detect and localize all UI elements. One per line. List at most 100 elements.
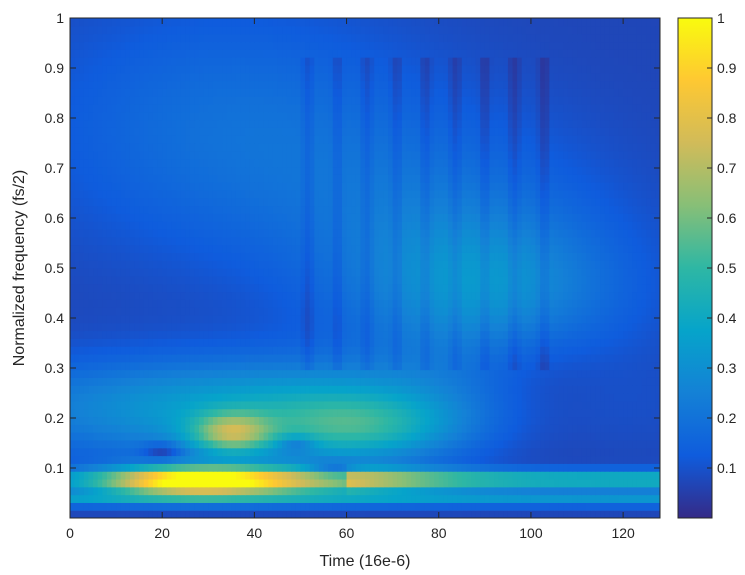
heatmap-cell: [272, 291, 279, 300]
heatmap-cell: [365, 471, 371, 480]
heatmap-cell: [217, 463, 223, 472]
heatmap-cell: [171, 478, 177, 488]
heatmap-cell: [655, 283, 660, 293]
heatmap-cell: [70, 283, 76, 293]
heatmap-cell: [586, 447, 592, 457]
heatmap-cell: [604, 252, 610, 261]
heatmap-cell: [277, 385, 283, 394]
heatmap-cell: [337, 393, 343, 402]
heatmap-cell: [203, 400, 209, 410]
heatmap-cell: [152, 385, 159, 394]
heatmap-cell: [447, 268, 454, 277]
heatmap-cell: [618, 502, 624, 511]
heatmap-cell: [268, 478, 274, 488]
heatmap-cell: [567, 330, 574, 339]
heatmap-cell: [636, 260, 643, 269]
heatmap-cell: [162, 463, 168, 472]
heatmap-cell: [406, 471, 412, 480]
heatmap-cell: [180, 455, 186, 464]
heatmap-cell: [595, 314, 601, 324]
heatmap-cell: [457, 221, 463, 230]
heatmap-cell: [636, 502, 643, 511]
heatmap-cell: [530, 486, 537, 496]
heatmap-cell: [549, 510, 555, 518]
heatmap-cell: [535, 283, 541, 293]
heatmap-cell: [125, 369, 131, 378]
heatmap-cell: [503, 221, 509, 230]
heatmap-cell: [102, 244, 108, 253]
heatmap-cell: [314, 353, 320, 363]
heatmap-cell: [489, 353, 495, 363]
heatmap-cell: [553, 408, 560, 418]
heatmap-cell: [318, 369, 325, 378]
heatmap-cell: [553, 213, 560, 222]
heatmap-cell: [424, 346, 431, 355]
heatmap-cell: [411, 244, 417, 253]
heatmap-cell: [166, 408, 173, 418]
heatmap-cell: [526, 393, 532, 402]
heatmap-cell: [208, 338, 214, 347]
heatmap-cell: [125, 244, 131, 253]
heatmap-cell: [337, 361, 343, 371]
heatmap-cell: [447, 291, 454, 300]
heatmap-cell: [268, 228, 274, 238]
heatmap-cell: [314, 385, 320, 394]
heatmap-cell: [189, 408, 196, 418]
heatmap-cell: [166, 338, 173, 347]
heatmap-cell: [471, 213, 477, 222]
heatmap-cell: [452, 314, 458, 324]
heatmap-cell: [258, 385, 265, 394]
heatmap-cell: [143, 346, 149, 355]
heatmap-cell: [466, 252, 472, 261]
heatmap-cell: [461, 369, 468, 378]
heatmap-cell: [341, 400, 348, 410]
heatmap-cell: [166, 228, 173, 238]
heatmap-cell: [369, 455, 375, 464]
heatmap-cell: [471, 400, 477, 410]
heatmap-cell: [406, 221, 412, 230]
heatmap-cell: [572, 455, 578, 464]
heatmap-cell: [521, 353, 527, 363]
heatmap-cell: [374, 307, 380, 316]
heatmap-cell: [351, 369, 357, 378]
heatmap-cell: [341, 478, 348, 488]
heatmap-cell: [507, 408, 514, 418]
heatmap-cell: [162, 494, 168, 503]
heatmap-cell: [341, 353, 348, 363]
heatmap-cell: [512, 353, 518, 363]
heatmap-cell: [406, 260, 412, 269]
heatmap-cell: [572, 221, 578, 230]
heatmap-cell: [245, 432, 251, 441]
heatmap-cell: [212, 307, 219, 316]
heatmap-cell: [480, 268, 486, 277]
heatmap-cell: [245, 346, 251, 355]
heatmap-cell: [328, 330, 334, 339]
heatmap-cell: [245, 275, 251, 285]
heatmap-cell: [295, 307, 302, 316]
heatmap-cell: [231, 377, 237, 386]
heatmap-cell: [332, 299, 338, 308]
heatmap-cell: [590, 471, 597, 480]
heatmap-cell: [489, 268, 495, 277]
heatmap-cell: [300, 455, 306, 464]
heatmap-cell: [143, 260, 149, 269]
heatmap-cell: [282, 377, 288, 386]
heatmap-cell: [461, 299, 468, 308]
heatmap-cell: [406, 353, 412, 363]
heatmap-cell: [618, 307, 624, 316]
heatmap-cell: [544, 330, 550, 339]
heatmap-cell: [166, 463, 173, 472]
heatmap-cell: [401, 213, 408, 222]
heatmap-cell: [254, 252, 260, 261]
heatmap-cell: [388, 439, 394, 449]
heatmap-cell: [443, 377, 449, 386]
heatmap-cell: [567, 494, 574, 503]
heatmap-cell: [88, 244, 94, 253]
heatmap-cell: [567, 447, 574, 457]
heatmap-cell: [222, 408, 228, 418]
heatmap-cell: [355, 221, 361, 230]
heatmap-cell: [102, 228, 108, 238]
heatmap-cell: [120, 322, 126, 332]
heatmap-cell: [475, 314, 481, 324]
heatmap-cell: [346, 260, 352, 269]
